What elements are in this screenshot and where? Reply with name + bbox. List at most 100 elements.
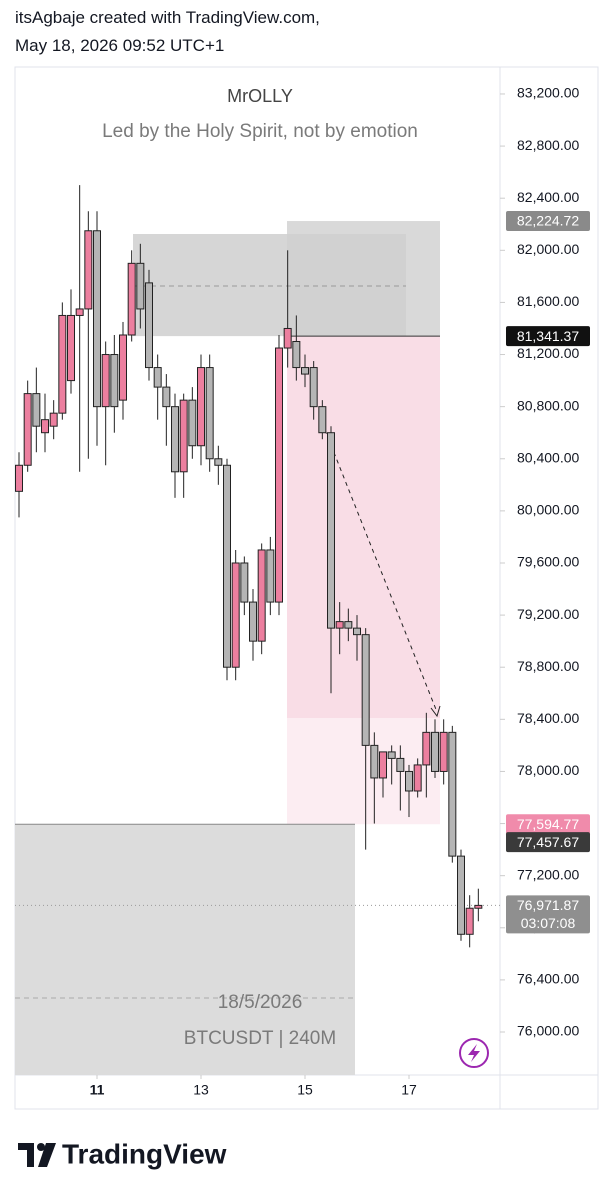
candle-body — [292, 341, 301, 369]
candle-body — [136, 262, 145, 310]
y-tick-label: 79,600.00 — [517, 554, 579, 570]
candle-body — [266, 549, 275, 603]
brand: TradingView — [62, 1138, 227, 1169]
candle-body — [413, 764, 422, 792]
x-tick-label: 15 — [297, 1082, 313, 1098]
candle-body — [101, 354, 110, 408]
candle-body — [41, 419, 50, 434]
y-tick-label: 82,000.00 — [517, 241, 579, 257]
arrow-head — [430, 705, 441, 718]
price-tag — [506, 895, 590, 934]
candle-body — [179, 399, 188, 473]
candle-body — [422, 731, 431, 766]
candle-body — [162, 386, 171, 408]
candle-body — [32, 393, 41, 427]
candle-body — [145, 282, 154, 369]
candle-body — [171, 406, 180, 473]
candle-body — [457, 855, 466, 935]
candle-body — [344, 621, 353, 629]
candle-body — [214, 458, 223, 466]
y-tick-label: 83,200.00 — [517, 85, 579, 101]
watermark: BTCUSDT | 240M — [184, 1028, 336, 1049]
candle-body — [379, 751, 388, 779]
candle-body — [119, 334, 128, 401]
zone — [15, 824, 355, 1075]
y-tick-label: 76,000.00 — [517, 1023, 579, 1039]
candle-body — [23, 393, 32, 466]
trend-arrow — [324, 429, 438, 713]
y-tick-label: 78,800.00 — [517, 658, 579, 674]
zone — [287, 221, 440, 337]
y-tick-label: 80,800.00 — [517, 397, 579, 413]
candle-body — [197, 367, 206, 447]
y-tick-label: 82,800.00 — [517, 137, 579, 153]
candle-body — [153, 367, 162, 388]
subtitle: Led by the Holy Spirit, not by emotion — [102, 121, 418, 142]
candle-body — [318, 406, 327, 434]
candle-body — [405, 770, 414, 792]
frame — [14, 66, 599, 1110]
candle-body — [223, 464, 232, 668]
candle-body — [49, 412, 58, 427]
candle-body — [231, 562, 240, 668]
candle-body — [370, 744, 379, 779]
x-tick-label: 13 — [193, 1082, 209, 1098]
candle-body — [240, 562, 249, 603]
candle-body — [353, 627, 362, 636]
price-tag-label: 77,457.67 — [517, 834, 579, 850]
candle-body — [58, 314, 67, 414]
candle-body — [257, 549, 266, 642]
alert-icon[interactable] — [459, 1038, 489, 1068]
candle-body — [335, 621, 344, 629]
candle-body — [448, 731, 457, 857]
candle-body — [465, 907, 474, 935]
y-tick-label: 78,000.00 — [517, 762, 579, 778]
candle-body — [93, 230, 102, 408]
author: itsAgbaje created with TradingView.com, — [15, 8, 320, 27]
candle-body — [84, 230, 93, 310]
candle-body — [283, 327, 292, 349]
y-tick-label: 76,400.00 — [517, 971, 579, 987]
watermark: 18/5/2026 — [218, 992, 303, 1013]
date: May 18, 2026 09:52 UTC+1 — [15, 36, 225, 55]
price-tag-label: 76,971.87 — [517, 897, 579, 913]
candle-body — [309, 367, 318, 408]
price-tag — [506, 211, 590, 232]
candle-body — [15, 464, 24, 492]
candle-body — [110, 354, 119, 408]
x-tick-label: 11 — [90, 1082, 105, 1098]
y-tick-label: 80,000.00 — [517, 502, 579, 518]
candle-body — [474, 904, 483, 909]
y-tick-label: 81,600.00 — [517, 293, 579, 309]
candle-body — [431, 731, 440, 772]
candle-body — [327, 432, 336, 629]
candle-body — [439, 731, 448, 772]
candle-body — [275, 347, 284, 603]
candle-body — [67, 314, 76, 382]
price-tag-label: 82,224.72 — [517, 213, 579, 229]
plot — [15, 185, 500, 1075]
title: MrOLLY — [227, 86, 293, 106]
logo — [18, 1143, 56, 1167]
bolt — [468, 1044, 480, 1062]
y-tick-label: 82,400.00 — [517, 189, 579, 205]
candle-body — [396, 757, 405, 772]
y-tick-label: 80,400.00 — [517, 449, 579, 465]
y-tick-label: 79,200.00 — [517, 606, 579, 622]
candle-body — [188, 399, 197, 447]
y-tick-label: 78,400.00 — [517, 710, 579, 726]
candle-body — [205, 367, 214, 460]
candle-body — [387, 751, 396, 759]
x-tick-label: 17 — [401, 1082, 417, 1098]
price-tag — [506, 832, 590, 853]
price-tag-label: 77,594.77 — [517, 816, 579, 832]
price-tag — [506, 814, 590, 835]
candle-body — [301, 367, 310, 375]
candle-body — [127, 262, 136, 336]
y-tick-label: 81,200.00 — [517, 345, 579, 361]
candle-body — [361, 634, 370, 746]
price-tag — [506, 326, 590, 347]
candle-body — [249, 601, 258, 642]
